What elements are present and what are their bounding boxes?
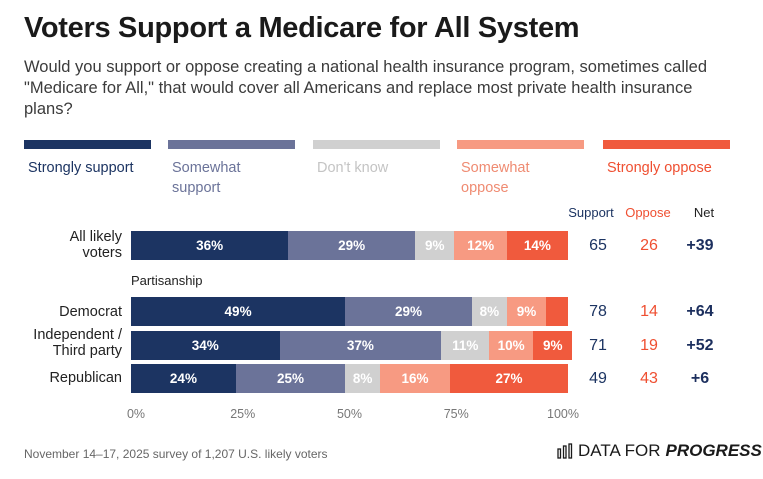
oppose-value: 26 [640,237,658,254]
legend-item: Somewhat oppose [457,140,584,198]
bar-segment: 11% [441,331,490,360]
bar-segment: 9% [533,331,573,360]
legend-swatch [603,140,730,149]
chart-subtitle: Would you support or oppose creating a n… [24,58,708,118]
net-value: +52 [686,337,714,354]
legend-item: Strongly oppose [603,140,730,178]
bar-segment: 29% [288,231,416,260]
bar-segment: 9% [506,297,547,326]
legend-label: Strongly support [28,160,134,176]
support-value: 71 [589,337,607,354]
bar-segment: 10% [489,331,534,360]
legend-swatch [457,140,584,149]
bar-segment: 37% [279,331,442,360]
bar-segment: 29% [345,297,472,326]
bar-segment: 12% [454,231,507,260]
oppose-value: 14 [640,303,658,320]
net-column-header: Net [693,205,715,220]
legend-swatch [313,140,440,149]
stacked-bar: 24% 25% 8% 16% 27% [131,364,568,393]
bar-segment: 9% [415,231,455,260]
row-label: All likely voters [69,229,122,261]
legend-item: Somewhat support [168,140,295,198]
footer-note: November 14–17, 2025 survey of 1,207 U.S… [24,447,328,461]
brand-text-regular: DATA FOR [578,441,661,460]
legend-label: Somewhat oppose [461,160,530,196]
bar-segment [546,297,568,326]
x-tick-label: 75% [443,407,469,421]
bar-segment: 27% [450,364,568,393]
net-value: +39 [686,237,714,254]
legend-item: Strongly support [24,140,151,178]
legend-swatch [24,140,151,149]
chart-title: Voters Support a Medicare for All System [24,12,580,44]
row-label: Republican [49,370,122,386]
x-tick-label: 25% [230,407,256,421]
support-value: 65 [589,237,607,254]
brand-logo: DATA FOR PROGRESS [557,441,762,461]
bar-chart-icon [557,443,573,459]
bar-segment: 16% [380,364,450,393]
legend-label: Somewhat support [172,160,241,196]
support-value: 78 [589,303,607,320]
legend-swatch [168,140,295,149]
row-label: Democrat [59,304,122,320]
stacked-bar: 36% 29% 9% 12% 14% [131,231,568,260]
bar-segment: 36% [131,231,289,260]
oppose-value: 43 [640,370,658,387]
support-value: 49 [589,370,607,387]
row-label: Independent / Third party [33,327,122,359]
brand-text-bold: PROGRESS [665,441,762,460]
bar-segment: 49% [131,297,346,326]
stacked-bar: 49% 29% 8% 9% [131,297,568,326]
bar-segment: 8% [471,297,507,326]
oppose-value: 19 [640,337,658,354]
legend-label: Don't know [317,160,389,176]
net-value: +64 [686,303,714,320]
bar-segment: 25% [235,364,346,393]
bar-segment: 14% [506,231,568,260]
net-value: +6 [690,370,710,387]
legend-label: Strongly oppose [607,160,712,176]
section-label-partisanship: Partisanship [131,273,203,288]
oppose-column-header: Oppose [625,205,671,220]
x-tick-label: 50% [336,407,363,421]
legend-item: Don't know [313,140,440,178]
support-column-header: Support [568,205,614,220]
stacked-bar: 34% 37% 11% 10% 9% [131,331,573,360]
bar-segment: 24% [131,364,236,393]
x-tick-label: 0% [126,407,146,421]
x-tick-label: 100% [547,407,579,421]
bar-segment: 8% [345,364,381,393]
bar-segment: 34% [131,331,280,360]
